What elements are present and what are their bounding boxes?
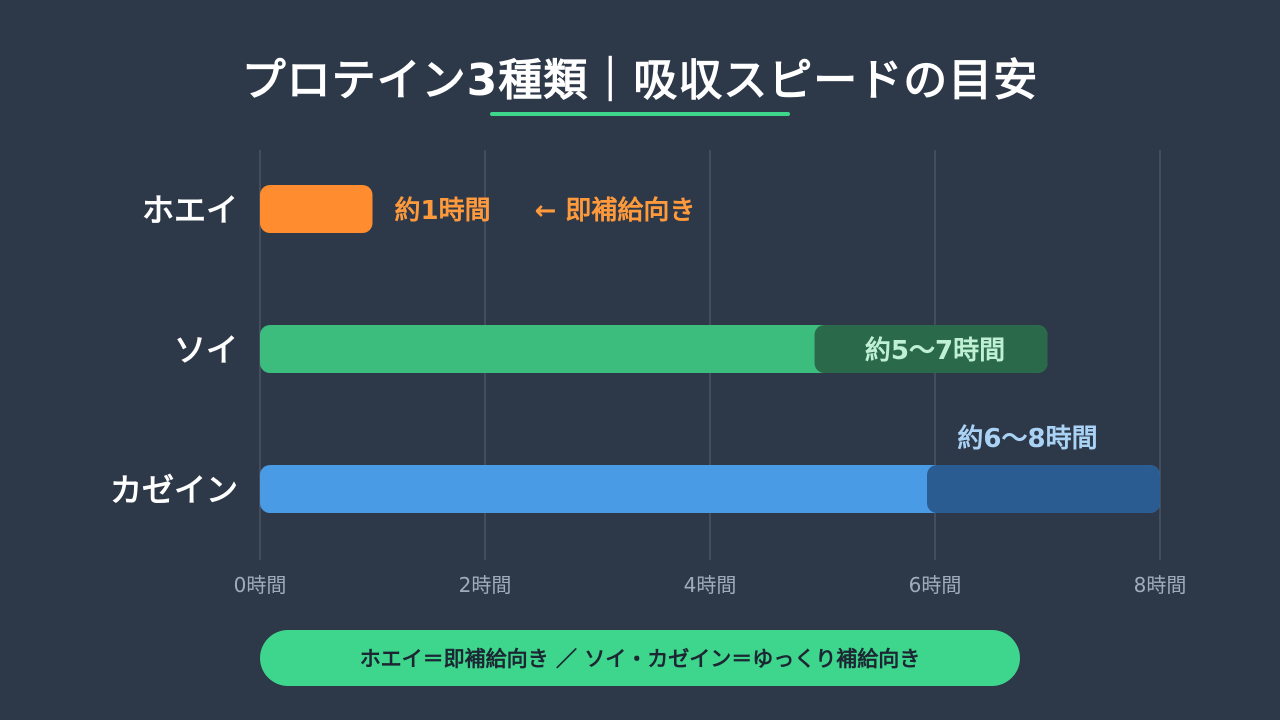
x-tick-label: 2時間 [459, 573, 512, 597]
annotation: ← 即補給向き [535, 195, 696, 226]
title-underline [490, 112, 790, 116]
page-title: プロテイン3種類｜吸収スピードの目安 [241, 55, 1039, 106]
data-label: 約6〜8時間 [957, 423, 1097, 454]
x-tick-label: 6時間 [909, 573, 962, 597]
x-tick-label: 8時間 [1134, 573, 1187, 597]
data-label: 約1時間 [395, 195, 491, 226]
category-label: カゼイン [110, 471, 238, 509]
data-label: 約5〜7時間 [865, 335, 1005, 366]
bar-range [927, 465, 1160, 513]
x-tick-label: 4時間 [684, 573, 737, 597]
category-label: ソイ [174, 331, 238, 369]
bar [260, 185, 373, 233]
legend-text: ホエイ＝即補給向き ／ ソイ・カゼイン＝ゆっくり補給向き [359, 647, 921, 671]
legend-pill: ホエイ＝即補給向き ／ ソイ・カゼイン＝ゆっくり補給向き [260, 630, 1020, 686]
bar-range [814, 325, 1048, 373]
x-tick-label: 0時間 [234, 573, 287, 597]
category-label: ホエイ [142, 191, 238, 229]
